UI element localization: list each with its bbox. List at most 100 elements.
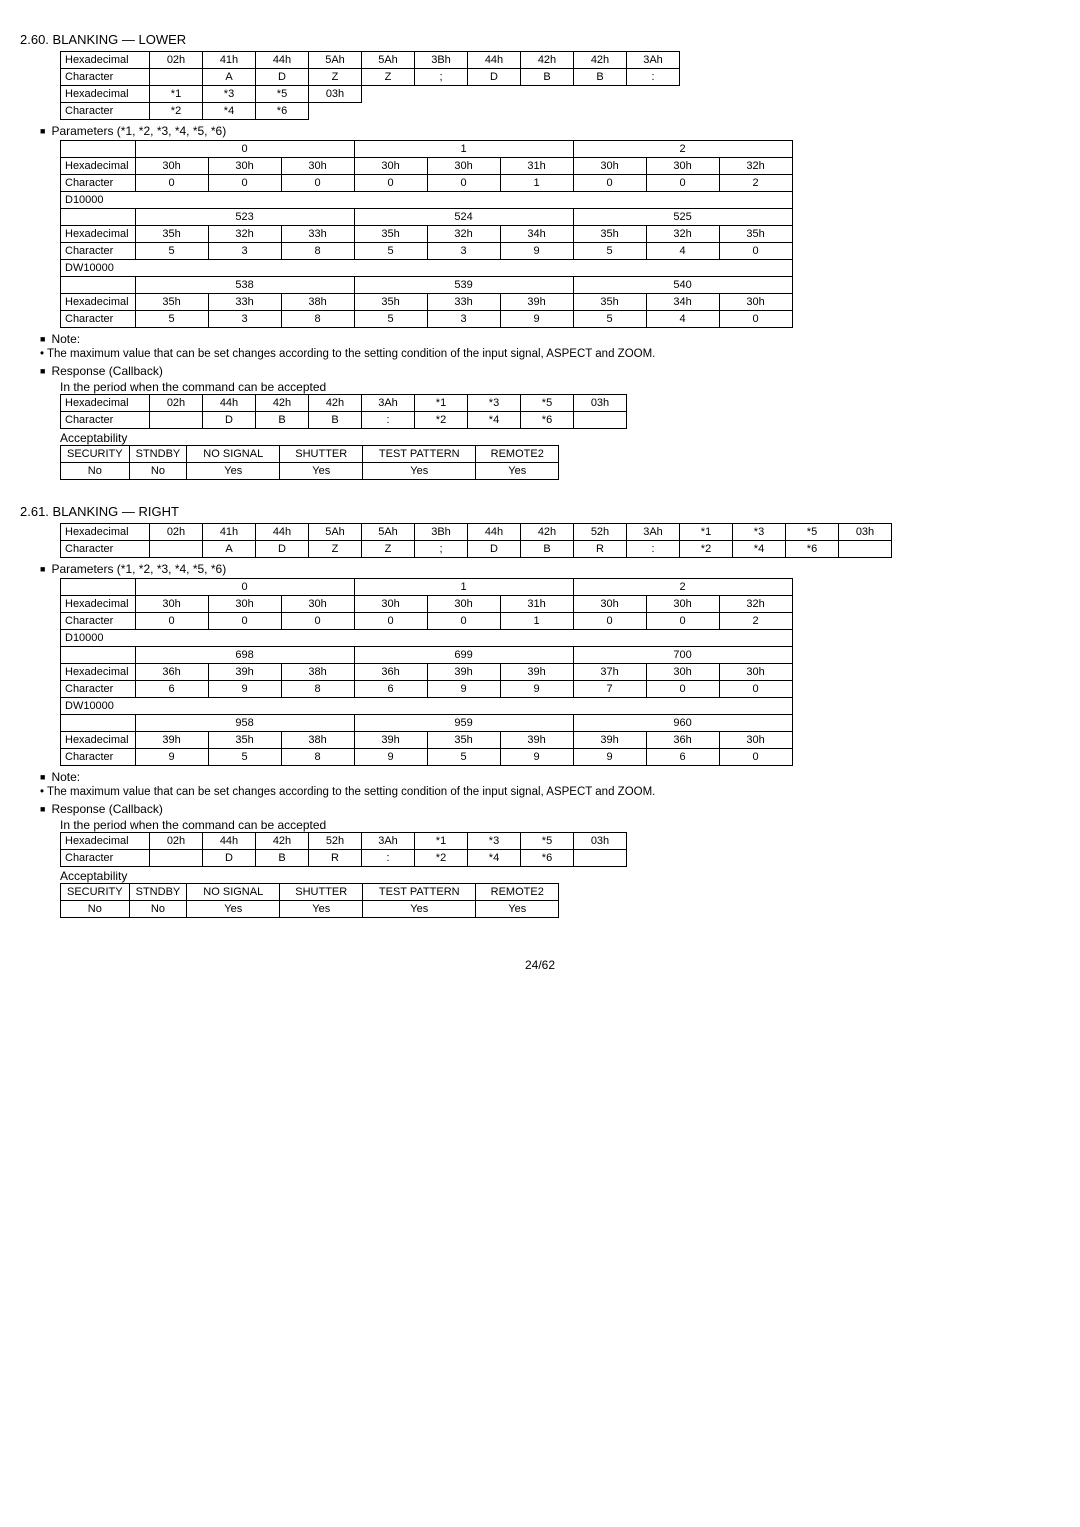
section-heading-260: 2.60. BLANKING — LOWER [20,32,1040,47]
cell: Character [61,311,136,328]
cell: 32h [427,226,500,243]
cell: 0 [427,175,500,192]
cell: 3 [427,243,500,260]
cell: : [627,541,680,558]
cell: D [256,69,309,86]
cell: 6 [135,681,208,698]
cell: D [203,412,256,429]
note-heading-261: Note: [40,770,1040,784]
section-heading-261: 2.61. BLANKING — RIGHT [20,504,1040,519]
cell: Z [309,541,362,558]
cell: 0 [281,613,354,630]
cell: Z [309,69,362,86]
cell: B [256,850,309,867]
cell: No [61,901,130,918]
response-sub-261: In the period when the command can be ac… [60,818,1040,832]
cell: 30h [719,732,792,749]
cell: 39h [500,294,573,311]
cell: D [256,541,309,558]
cell: 36h [354,664,427,681]
cell: 30h [208,596,281,613]
cell: *3 [203,86,256,103]
cell: 3Ah [627,524,680,541]
cell: 5Ah [362,524,415,541]
cell: No [129,463,187,480]
cell: Hexadecimal [61,158,136,175]
cell: 0 [135,579,354,596]
cell: 36h [135,664,208,681]
cell: Character [61,850,150,867]
cell: *4 [203,103,256,120]
cell: 0 [427,613,500,630]
cell: 9 [427,681,500,698]
cell: 30h [281,596,354,613]
cell: 35h [719,226,792,243]
cell: 525 [573,209,792,226]
cell: NO SIGNAL [187,446,280,463]
cell: 1 [500,175,573,192]
cell: A [203,541,256,558]
cell: 35h [573,294,646,311]
cell: Hexadecimal [61,395,150,412]
cell: 0 [719,749,792,766]
cell: 9 [500,311,573,328]
cell: 34h [646,294,719,311]
cell: Character [61,412,150,429]
cell: Character [61,69,150,86]
cell: 8 [281,749,354,766]
cell: 38h [281,664,354,681]
cell: 6 [646,749,719,766]
cell: 0 [719,311,792,328]
cell: 39h [135,732,208,749]
acceptability-label-261: Acceptability [60,869,1040,883]
cell: 39h [500,732,573,749]
cell: 0 [135,175,208,192]
params-label-261: Parameters (*1, *2, *3, *4, *5, *6) [40,562,1040,576]
cell: 30h [354,596,427,613]
note-heading-260: Note: [40,332,1040,346]
cell: 9 [354,749,427,766]
cell [839,541,892,558]
cell: Hexadecimal [61,732,136,749]
cell: 0 [646,175,719,192]
cell: 5 [573,243,646,260]
cell: ; [415,69,468,86]
cell: *4 [733,541,786,558]
cell: 8 [281,243,354,260]
cell: *1 [415,833,468,850]
cell: *3 [733,524,786,541]
cell: 39h [500,664,573,681]
cell: 539 [354,277,573,294]
cell: Yes [280,901,363,918]
cell: 0 [646,681,719,698]
cell: 0 [573,613,646,630]
cell: D [468,541,521,558]
cell [61,141,136,158]
cell: D [468,69,521,86]
cell: *5 [786,524,839,541]
cell: *2 [150,103,203,120]
cell: 32h [719,596,792,613]
cell: SECURITY [61,446,130,463]
cell: 32h [719,158,792,175]
cell: 39h [427,664,500,681]
cell: TEST PATTERN [363,884,476,901]
cell: 0 [573,175,646,192]
cell: 8 [281,681,354,698]
cell: : [627,69,680,86]
cell: 0 [208,613,281,630]
cell: 44h [203,395,256,412]
cell: 9 [500,749,573,766]
cell: B [574,69,627,86]
cell: Hexadecimal [61,664,136,681]
cell: 3Ah [362,833,415,850]
cell: 30h [646,664,719,681]
cell [61,579,136,596]
cell: 699 [354,647,573,664]
cell: 4 [646,311,719,328]
cell: 30h [135,596,208,613]
cell: Character [61,175,136,192]
cell: 30h [646,596,719,613]
cell: D10000 [61,630,793,647]
cell: 41h [203,524,256,541]
